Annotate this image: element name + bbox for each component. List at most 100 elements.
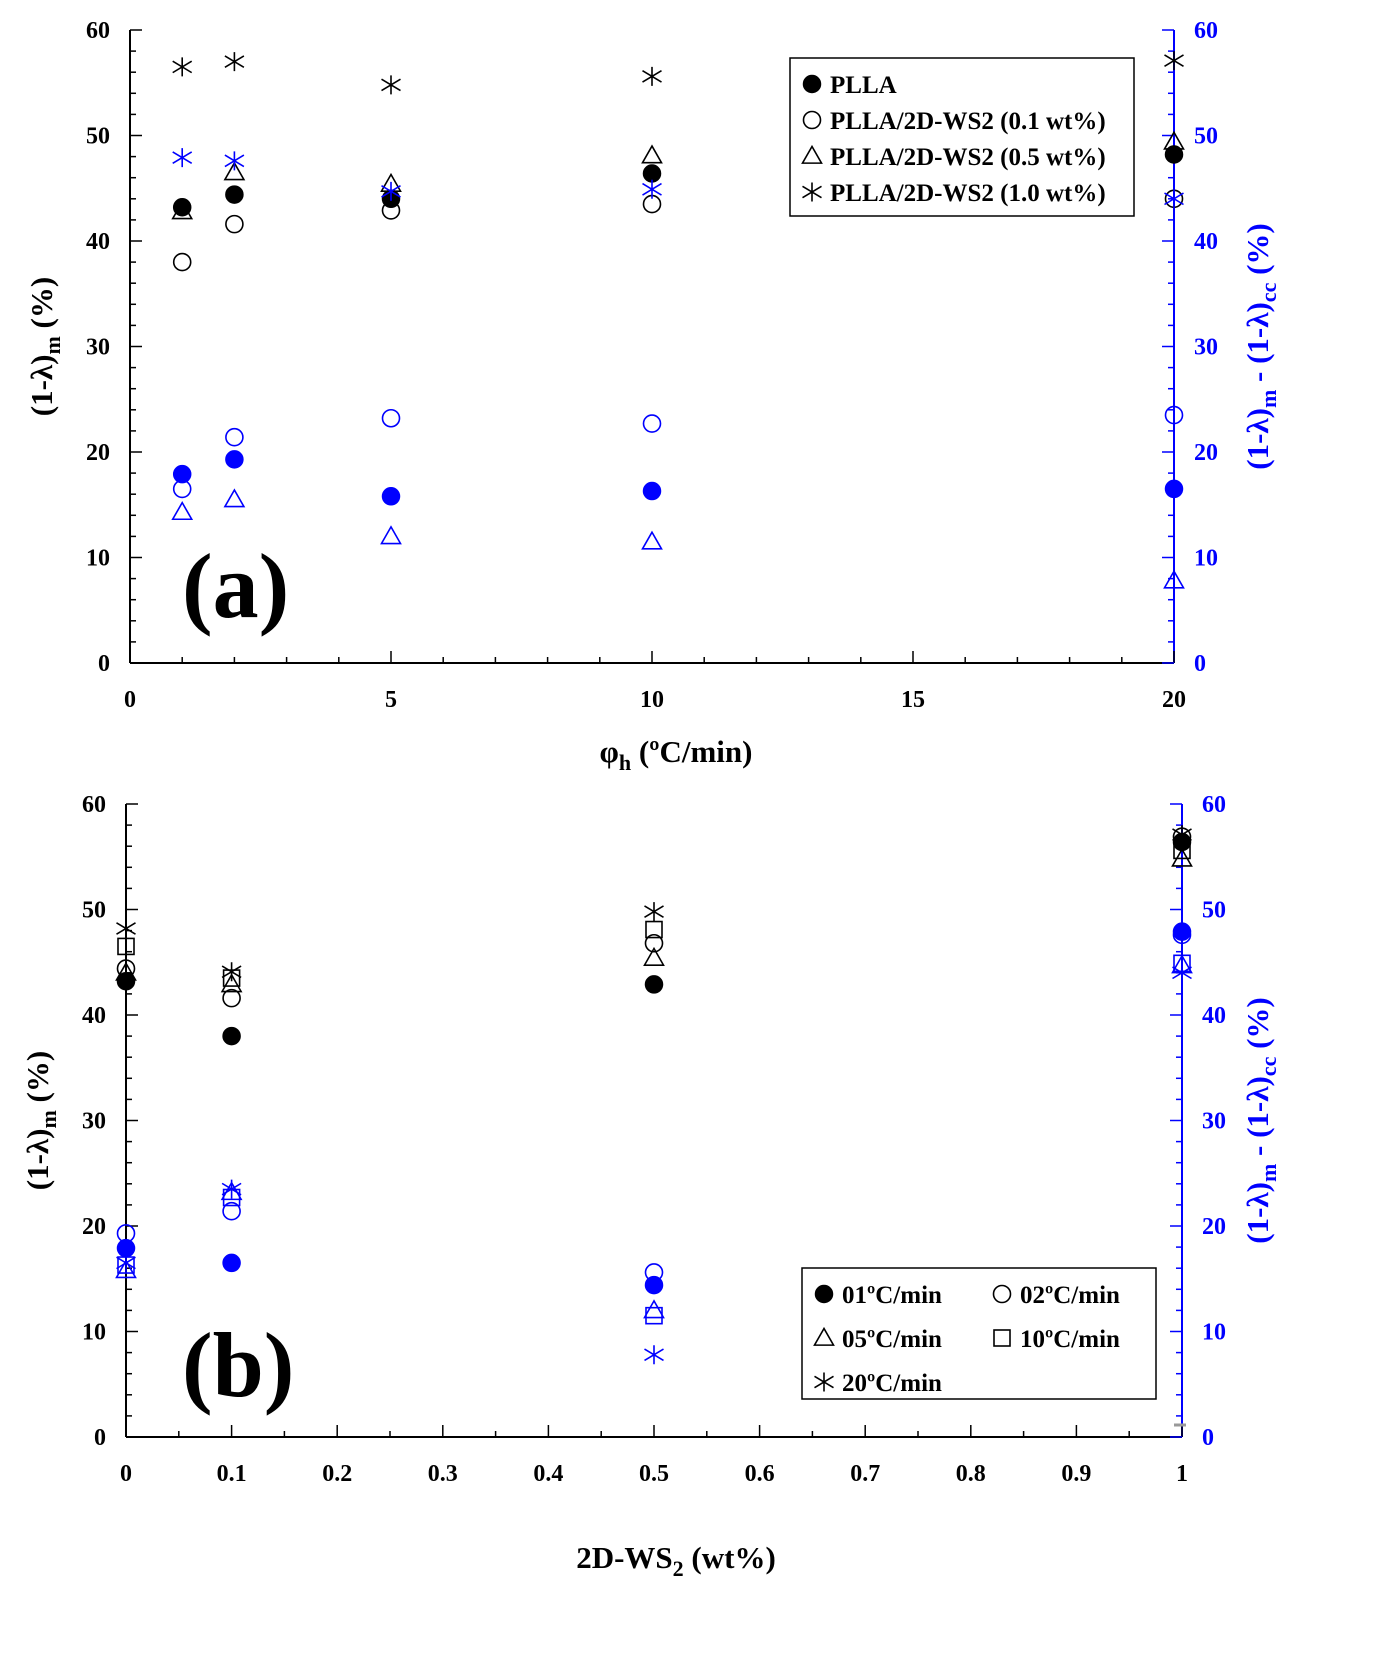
- y-left-tick-label: 10: [82, 1320, 106, 1346]
- data-point: [641, 530, 663, 550]
- x-tick-label: 0.2: [322, 1461, 352, 1487]
- x-tick-label: 0.9: [1061, 1461, 1091, 1487]
- y-left-tick-label: 20: [86, 440, 110, 466]
- y-right-tick-label: 50: [1202, 898, 1226, 924]
- x-tick-label: 5: [385, 687, 397, 713]
- legend-box: [789, 57, 1135, 217]
- data-point: [221, 1179, 242, 1199]
- legend-marker: [993, 1329, 1011, 1347]
- data-point: [222, 988, 241, 1008]
- legend-marker: [802, 182, 822, 202]
- data-point: [1164, 405, 1184, 425]
- data-point: [642, 481, 662, 501]
- data-point: [221, 962, 242, 982]
- x-tick-label: 0.8: [956, 1461, 986, 1487]
- data-point: [642, 179, 662, 199]
- data-point: [222, 1253, 241, 1273]
- x-axis-title-main: 2D-WS: [576, 1540, 672, 1575]
- legend-label: 01ºC/min: [842, 1282, 942, 1309]
- x-tick-label: 0.5: [639, 1461, 669, 1487]
- y-left-tick-label: 30: [82, 1109, 106, 1135]
- data-point: [116, 959, 136, 978]
- data-point: [220, 973, 243, 993]
- series-right: [171, 488, 1185, 589]
- y-right-title-subscript: m: [1256, 390, 1281, 408]
- data-point: [224, 151, 245, 171]
- y-left-tick-label: 50: [86, 124, 110, 150]
- y-left-tick-label: 50: [82, 898, 106, 924]
- data-point: [171, 501, 194, 521]
- y-right-title-unit: (%): [1240, 223, 1275, 282]
- data-point: [225, 214, 244, 234]
- y-right-title-part: - (1-λ): [1240, 302, 1275, 390]
- data-point: [643, 946, 665, 966]
- series-right: [172, 405, 1184, 499]
- y-right-title-part: (1-λ): [1240, 408, 1275, 470]
- series-right: [116, 925, 1192, 1282]
- data-point: [644, 1263, 664, 1282]
- y-left-tick-label: 0: [98, 651, 110, 677]
- y-left-tick-label: 10: [86, 546, 110, 572]
- legend: PLLA PLLA/2D-WS2 (0.1 wt%) PLLA/2D-WS2 (0.…: [789, 57, 1135, 217]
- y-left-tick-label: 20: [82, 1214, 106, 1240]
- legend-marker: [802, 110, 822, 130]
- y-right-axis-title: (1-λ)m - (1-λ)cc (%): [1240, 223, 1281, 470]
- y-right-tick-label: 10: [1202, 1320, 1226, 1346]
- data-point: [117, 937, 135, 956]
- y-left-title-subscript: m: [36, 1110, 61, 1128]
- data-point: [172, 197, 192, 217]
- legend-marker: [992, 1284, 1012, 1304]
- panel-label: (a): [182, 535, 289, 637]
- y-right-tick-label: 0: [1202, 1425, 1214, 1451]
- data-point: [381, 75, 401, 95]
- data-point: [172, 479, 192, 499]
- y-right-tick-label: 20: [1202, 1214, 1226, 1240]
- data-point: [116, 971, 136, 991]
- legend-marker: [801, 144, 823, 164]
- y-left-tick-label: 60: [82, 792, 106, 818]
- y-left-title-unit: (%): [24, 277, 59, 336]
- x-tick-label: 0.7: [850, 1461, 880, 1487]
- x-axis-title: 2D-WS2 (wt%): [576, 1540, 776, 1581]
- data-point: [172, 252, 192, 272]
- legend-label: PLLA/2D-WS2 (0.1 wt%): [830, 108, 1106, 135]
- data-point: [223, 488, 246, 508]
- series-right: [172, 450, 1184, 506]
- data-point: [1163, 569, 1185, 589]
- data-point: [116, 1253, 136, 1273]
- x-axis-title: φh (ºC/min): [600, 734, 753, 775]
- y-right-title-unit: (%): [1240, 997, 1275, 1056]
- data-point: [1164, 51, 1184, 71]
- data-point: [642, 164, 662, 183]
- y-right-title-subscript: cc: [1256, 1056, 1281, 1076]
- x-tick-label: 20: [1162, 687, 1186, 713]
- data-point: [222, 1201, 241, 1221]
- y-right-tick-label: 30: [1202, 1109, 1226, 1135]
- y-left-axis-title: (1-λ)m (%): [20, 1051, 61, 1190]
- data-point: [644, 933, 664, 953]
- data-point: [225, 185, 244, 204]
- legend-box: [801, 1267, 1157, 1400]
- x-tick-label: 0.6: [745, 1461, 775, 1487]
- x-tick-label: 0.1: [217, 1461, 247, 1487]
- y-left-tick-label: 30: [86, 335, 110, 361]
- x-tick-label: 15: [901, 687, 925, 713]
- data-point: [645, 920, 663, 939]
- legend-label: PLLA/2D-WS2 (1.0 wt%): [830, 180, 1106, 207]
- y-left-tick-label: 0: [94, 1425, 106, 1451]
- data-point: [224, 52, 245, 72]
- legend-label: 05ºC/min: [842, 1326, 942, 1353]
- data-point: [381, 487, 401, 506]
- y-right-tick-label: 40: [1202, 1003, 1226, 1029]
- x-axis-title-subscript: 2: [673, 1556, 684, 1581]
- panel-label: (b): [182, 1314, 294, 1416]
- data-point: [223, 161, 246, 181]
- data-point: [225, 427, 244, 447]
- series-right: [116, 963, 1192, 1365]
- x-tick-label: 0: [120, 1461, 132, 1487]
- y-left-axis-title: (1-λ)m (%): [24, 277, 65, 416]
- legend-label: PLLA: [830, 72, 897, 99]
- data-point: [172, 148, 193, 168]
- legend-label: 02ºC/min: [1020, 1282, 1120, 1309]
